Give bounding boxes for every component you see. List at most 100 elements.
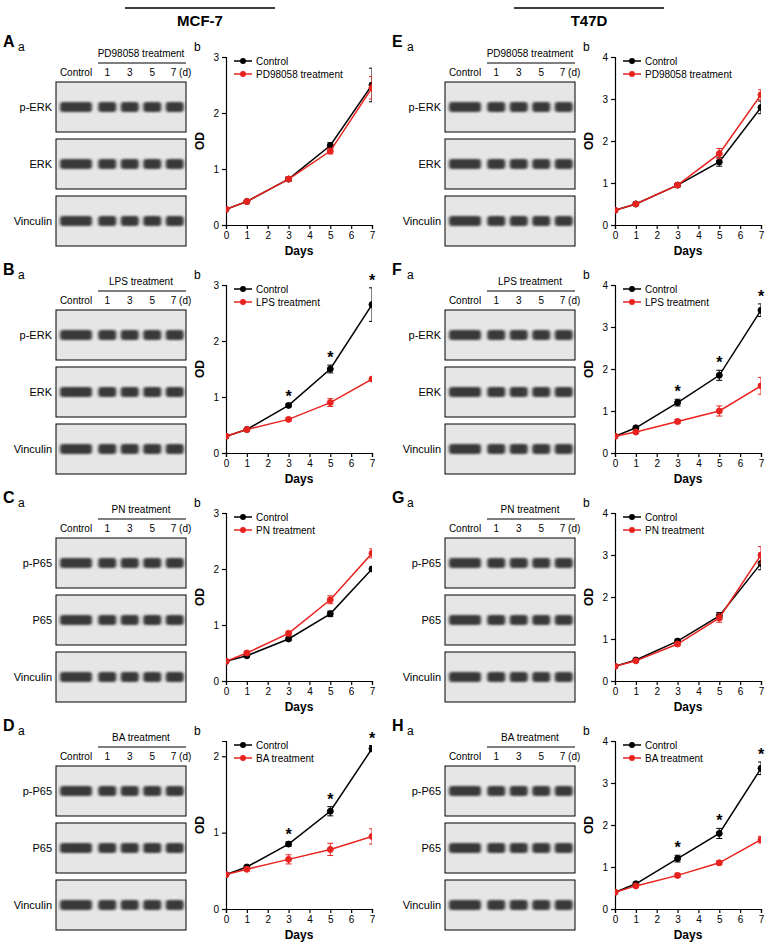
- x-tick-mark: [761, 681, 762, 685]
- blot-band: [487, 672, 505, 682]
- error-bar-cap: [369, 844, 372, 845]
- x-tick: 7: [759, 681, 765, 697]
- figure: MCF-7T47DAaPD98058 treatmentControl1357 …: [0, 0, 778, 952]
- blot-band: [166, 672, 184, 682]
- plot-area: [226, 68, 372, 212]
- lane-label: 3: [127, 295, 133, 306]
- x-tick: 5: [717, 453, 723, 469]
- panel: GaPN treatmentControl1357 (d)p-P65P65Vin…: [392, 489, 765, 714]
- error-bar: [758, 836, 761, 843]
- x-tick-label: 3: [286, 230, 292, 241]
- series-line: [615, 555, 761, 666]
- series-point: [244, 426, 250, 432]
- y-tick-label: 0: [213, 448, 219, 459]
- blot-frame: [445, 367, 575, 417]
- treatment-label: PD98058 treatment: [98, 48, 185, 59]
- sub-label: b: [583, 496, 590, 510]
- y-tick-mark: [611, 867, 615, 868]
- y-tick-mark: [222, 756, 226, 757]
- x-tick-mark: [719, 909, 720, 913]
- series-point: [675, 872, 681, 878]
- x-tick-mark: [309, 225, 310, 229]
- series-point: [758, 837, 761, 843]
- x-tick-mark: [657, 225, 658, 229]
- x-tick: 4: [696, 225, 702, 241]
- significance-mark: *: [716, 354, 723, 371]
- x-axis-title: Days: [674, 928, 703, 942]
- blot-band: [121, 558, 139, 568]
- blot-frame: [445, 823, 575, 873]
- x-tick-mark: [657, 681, 658, 685]
- x-tick-label: 5: [328, 914, 334, 925]
- blot-band: [510, 102, 528, 112]
- blot-frame: [445, 82, 575, 132]
- y-tick-label: 3: [213, 280, 219, 291]
- error-bar-cap: [716, 416, 722, 417]
- series-point: [286, 176, 292, 182]
- x-tick-label: 3: [286, 914, 292, 925]
- error-bar: [758, 90, 761, 100]
- blot-band: [449, 444, 481, 454]
- blot-band: [143, 843, 161, 853]
- x-tick-label: 6: [349, 914, 355, 925]
- lane-label: 5: [149, 751, 155, 762]
- blot-band: [555, 330, 573, 340]
- x-tick: 3: [286, 909, 292, 925]
- x-axis-line: [616, 910, 762, 914]
- y-tick-mark: [611, 327, 615, 328]
- blot-band: [143, 672, 161, 682]
- series-line: [615, 563, 761, 666]
- x-tick: 5: [328, 225, 334, 241]
- plot-area: [615, 762, 761, 895]
- series-point: [675, 641, 681, 647]
- x-tick-mark: [268, 681, 269, 685]
- error-bar: [675, 419, 681, 423]
- y-tick: 4: [602, 736, 615, 747]
- y-axis-title: OD: [582, 132, 596, 150]
- x-tick-label: 4: [696, 458, 702, 469]
- series-point: [369, 566, 372, 572]
- series-point: [758, 307, 761, 313]
- error-bar-cap: [716, 166, 722, 167]
- series-point: [615, 889, 618, 895]
- blot-band: [449, 330, 481, 340]
- lane-label: 3: [127, 523, 133, 534]
- x-tick-mark: [761, 909, 762, 913]
- blot-band: [60, 672, 92, 682]
- error-bar: [675, 873, 681, 877]
- sub-label: a: [407, 40, 414, 54]
- y-tick: 2: [602, 820, 615, 831]
- y-tick: 2: [213, 564, 226, 575]
- legend-marker: [240, 527, 246, 533]
- x-axis-title: Days: [674, 700, 703, 714]
- y-tick: 2: [213, 336, 226, 347]
- blot-frame: [56, 538, 186, 588]
- error-bar-cap: [369, 68, 372, 69]
- blot-band: [487, 843, 505, 853]
- header-rule: [514, 7, 664, 9]
- error-bar: [716, 158, 722, 166]
- legend-label: LPS treatment: [645, 297, 709, 308]
- y-tick-mark: [611, 825, 615, 826]
- blot-band: [487, 216, 505, 226]
- blot-row-label: p-ERK: [409, 329, 442, 341]
- series-line: [615, 95, 761, 211]
- x-tick-label: 1: [245, 914, 251, 925]
- x-tick-label: 0: [224, 458, 230, 469]
- blot-row-label: p-ERK: [409, 101, 442, 113]
- x-tick-label: 0: [224, 914, 230, 925]
- y-tick: 3: [602, 322, 615, 333]
- y-tick: 3: [213, 508, 226, 519]
- legend: ControlPD98058 treatment: [623, 56, 732, 80]
- y-tick-label: 1: [602, 862, 608, 873]
- y-tick-mark: [611, 783, 615, 784]
- error-bar-cap: [758, 99, 761, 100]
- legend-marker: [629, 71, 635, 77]
- x-tick-mark: [351, 225, 352, 229]
- x-axis-line: [227, 454, 373, 458]
- x-tick: 2: [265, 453, 271, 469]
- x-tick-mark: [247, 909, 248, 913]
- x-tick: 7: [370, 909, 376, 925]
- y-tick-label: 3: [213, 508, 219, 519]
- x-tick-mark: [309, 453, 310, 457]
